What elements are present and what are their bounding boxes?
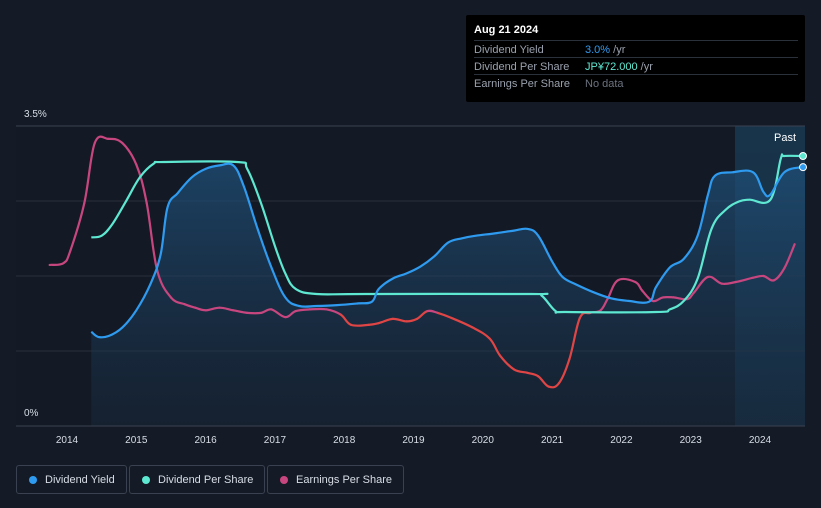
legend-earnings-per-share[interactable]: Earnings Per Share xyxy=(267,465,404,494)
eps-line-segment xyxy=(488,337,502,357)
x-tick-label: 2019 xyxy=(402,435,425,446)
eps-line-segment xyxy=(772,267,786,282)
tooltip-yield-value: 3.0% xyxy=(585,44,611,56)
x-tick-label: 2023 xyxy=(680,435,703,446)
eps-line-segment xyxy=(616,277,637,284)
eps-line-segment xyxy=(232,309,249,314)
eps-line-segment xyxy=(436,311,453,320)
eps-line-segment xyxy=(568,316,581,361)
eps-line-segment xyxy=(107,137,124,145)
tooltip-label: Dividend Yield xyxy=(474,44,544,56)
eps-line-segment xyxy=(204,306,221,312)
tooltip-date: Aug 21 2024 xyxy=(474,24,539,36)
eps-line-segment xyxy=(706,275,723,285)
eps-line-segment xyxy=(48,262,65,266)
legend-dividend-yield[interactable]: Dividend Yield xyxy=(16,465,127,494)
eps-line-segment xyxy=(599,298,609,312)
eps-line-segment xyxy=(93,135,110,145)
x-tick-label: 2022 xyxy=(610,435,633,446)
x-tick-label: 2020 xyxy=(472,435,495,446)
y-axis-max-label: 3.5% xyxy=(24,109,47,120)
eps-line-segment xyxy=(512,368,529,374)
dividend-yield-line xyxy=(90,162,802,339)
eps-line-segment xyxy=(693,275,710,294)
tooltip-row-dividend-per-share: Dividend Per Share JP¥72.000 /yr xyxy=(474,57,798,75)
eps-line-segment xyxy=(391,317,408,323)
eps-line-segment xyxy=(471,326,491,340)
past-label: Past xyxy=(774,132,797,144)
eps-line-segment xyxy=(339,313,353,326)
eps-line-segment xyxy=(145,202,159,272)
eps-line-segment xyxy=(450,316,474,329)
eps-line-segment xyxy=(325,308,342,316)
tooltip-value: No data xyxy=(585,78,624,90)
tooltip-dps-value: JP¥72.000 xyxy=(585,61,638,73)
eps-line-segment xyxy=(294,308,311,313)
dps-end-marker xyxy=(799,152,807,160)
x-tick-label: 2016 xyxy=(194,435,217,446)
eps-line-segment xyxy=(62,249,72,265)
eps-line-segment xyxy=(156,268,172,299)
eps-line-segment xyxy=(284,310,297,319)
tooltip-unit: /yr xyxy=(610,44,626,56)
legend-label: Dividend Per Share xyxy=(158,473,254,486)
eps-line-segment xyxy=(547,382,561,389)
eps-line-segment xyxy=(121,142,138,166)
x-tick-label: 2024 xyxy=(749,435,772,446)
eps-line-segment xyxy=(734,276,755,284)
tooltip-row-dividend-yield: Dividend Yield 3.0% /yr xyxy=(474,40,798,58)
eps-line-segment xyxy=(270,308,287,319)
dividend-per-share-dot-icon xyxy=(142,475,150,484)
eps-line-segment xyxy=(169,296,186,306)
eps-line-segment xyxy=(499,354,516,371)
data-tooltip: Aug 21 2024 Dividend Yield 3.0% /yr Divi… xyxy=(466,15,805,102)
tooltip-label: Earnings Per Share xyxy=(474,78,570,90)
eps-line-segment xyxy=(135,163,148,205)
tooltip-value: 3.0% /yr xyxy=(585,44,625,56)
x-tick-label: 2018 xyxy=(333,435,356,446)
x-tick-label: 2014 xyxy=(56,435,79,446)
eps-line-segment xyxy=(218,306,235,312)
tooltip-value: JP¥72.000 /yr xyxy=(585,61,653,73)
x-tick-label: 2017 xyxy=(264,435,287,446)
legend-dividend-per-share[interactable]: Dividend Per Share xyxy=(129,465,265,494)
eps-line-segment xyxy=(350,323,370,327)
legend-label: Dividend Yield xyxy=(45,473,115,486)
y-axis-zero-label: 0% xyxy=(24,408,39,419)
x-tick-label: 2021 xyxy=(541,435,564,446)
eps-line-segment xyxy=(83,142,96,205)
yield-end-marker xyxy=(799,163,807,172)
tooltip-row-earnings-per-share: Earnings Per Share No data xyxy=(474,74,798,92)
eps-line-segment xyxy=(686,291,696,301)
earnings-per-share-dot-icon xyxy=(280,475,288,484)
x-tick-label: 2015 xyxy=(125,435,148,446)
eps-line-segment xyxy=(557,358,571,385)
tooltip-label: Dividend Per Share xyxy=(474,61,570,73)
eps-line-segment xyxy=(783,243,796,270)
tooltip-unit: /yr xyxy=(637,61,653,73)
eps-line-segment xyxy=(377,317,394,325)
eps-line-segment xyxy=(720,280,737,286)
eps-line-segment xyxy=(69,202,86,252)
dividend-per-share-line xyxy=(91,153,802,314)
legend-label: Earnings Per Share xyxy=(296,473,392,486)
tooltip-eps-value: No data xyxy=(585,78,624,90)
dividend-yield-dot-icon xyxy=(29,475,37,484)
